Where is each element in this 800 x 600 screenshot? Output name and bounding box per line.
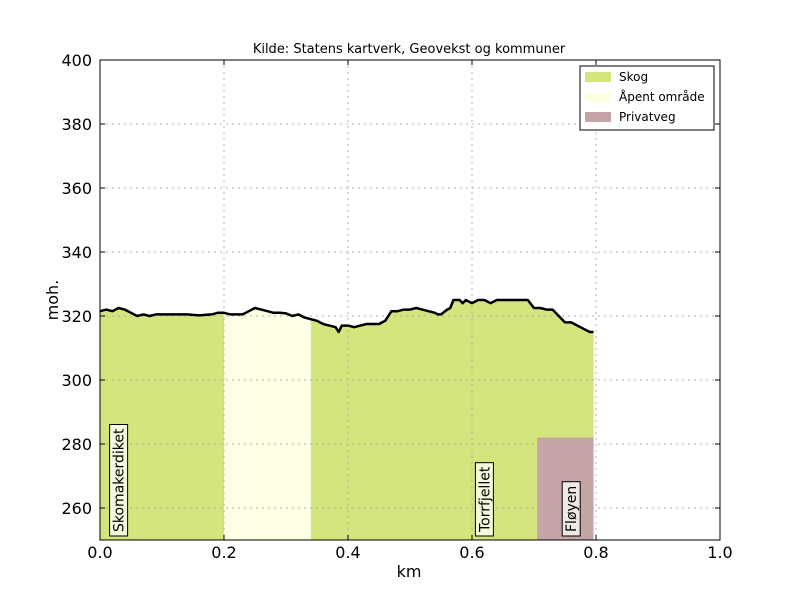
x-tick-label: 0.8 <box>583 543 608 562</box>
x-tick-label: 0.0 <box>87 543 112 562</box>
place-label-box <box>561 481 581 537</box>
land-cover-areas <box>100 300 594 540</box>
legend-swatch-2 <box>585 112 611 122</box>
land-cover-area-2 <box>310 300 594 540</box>
legend-swatch-0 <box>585 72 611 82</box>
legend-label-2: Privatveg <box>619 110 676 124</box>
y-tick-label: 340 <box>61 243 92 262</box>
y-tick-label: 380 <box>61 115 92 134</box>
x-tick-label: 0.2 <box>211 543 236 562</box>
place-label-box <box>109 424 129 537</box>
y-tick-label: 400 <box>61 51 92 70</box>
legend-swatch-1 <box>585 92 611 102</box>
place-label-text: Torrfjellet <box>477 466 493 533</box>
place-label-2: Fløyen <box>561 481 581 537</box>
chart-title: Kilde: Statens kartverk, Geovekst og kom… <box>253 42 566 57</box>
y-tick-label: 360 <box>61 179 92 198</box>
x-tick-label: 0.6 <box>459 543 484 562</box>
y-tick-label: 320 <box>61 307 92 326</box>
plot-frame <box>99 59 721 541</box>
legend-label-0: Skog <box>619 70 648 84</box>
y-tick-label: 300 <box>61 371 92 390</box>
legend-label-1: Åpent område <box>619 89 705 104</box>
land-cover-area-0 <box>100 308 224 540</box>
y-tick-label: 280 <box>61 435 92 454</box>
x-tick-label: 0.4 <box>335 543 360 562</box>
x-axis-label: km <box>397 562 422 581</box>
place-labels: Skomakerdiket Torrfjellet Fløyen <box>109 424 581 537</box>
axis-ticks: 0.0 0.2 0.4 0.6 0.8 1.0 260 280 300 320 340 360 380 4… <box>61 51 732 562</box>
land-cover-area-1 <box>224 308 311 540</box>
place-label-text: Skomakerdiket <box>112 428 128 532</box>
y-tick-label: 260 <box>61 499 92 518</box>
place-label-0: Skomakerdiket <box>109 424 129 537</box>
x-tick-label: 1.0 <box>707 543 732 562</box>
place-label-box <box>474 462 494 537</box>
place-label-text: Fløyen <box>564 486 580 532</box>
y-axis-label: moh. <box>43 280 62 321</box>
place-label-1: Torrfjellet <box>474 462 494 537</box>
elevation-line <box>99 298 594 334</box>
legend: Skog Åpent område Privatveg <box>579 65 715 131</box>
